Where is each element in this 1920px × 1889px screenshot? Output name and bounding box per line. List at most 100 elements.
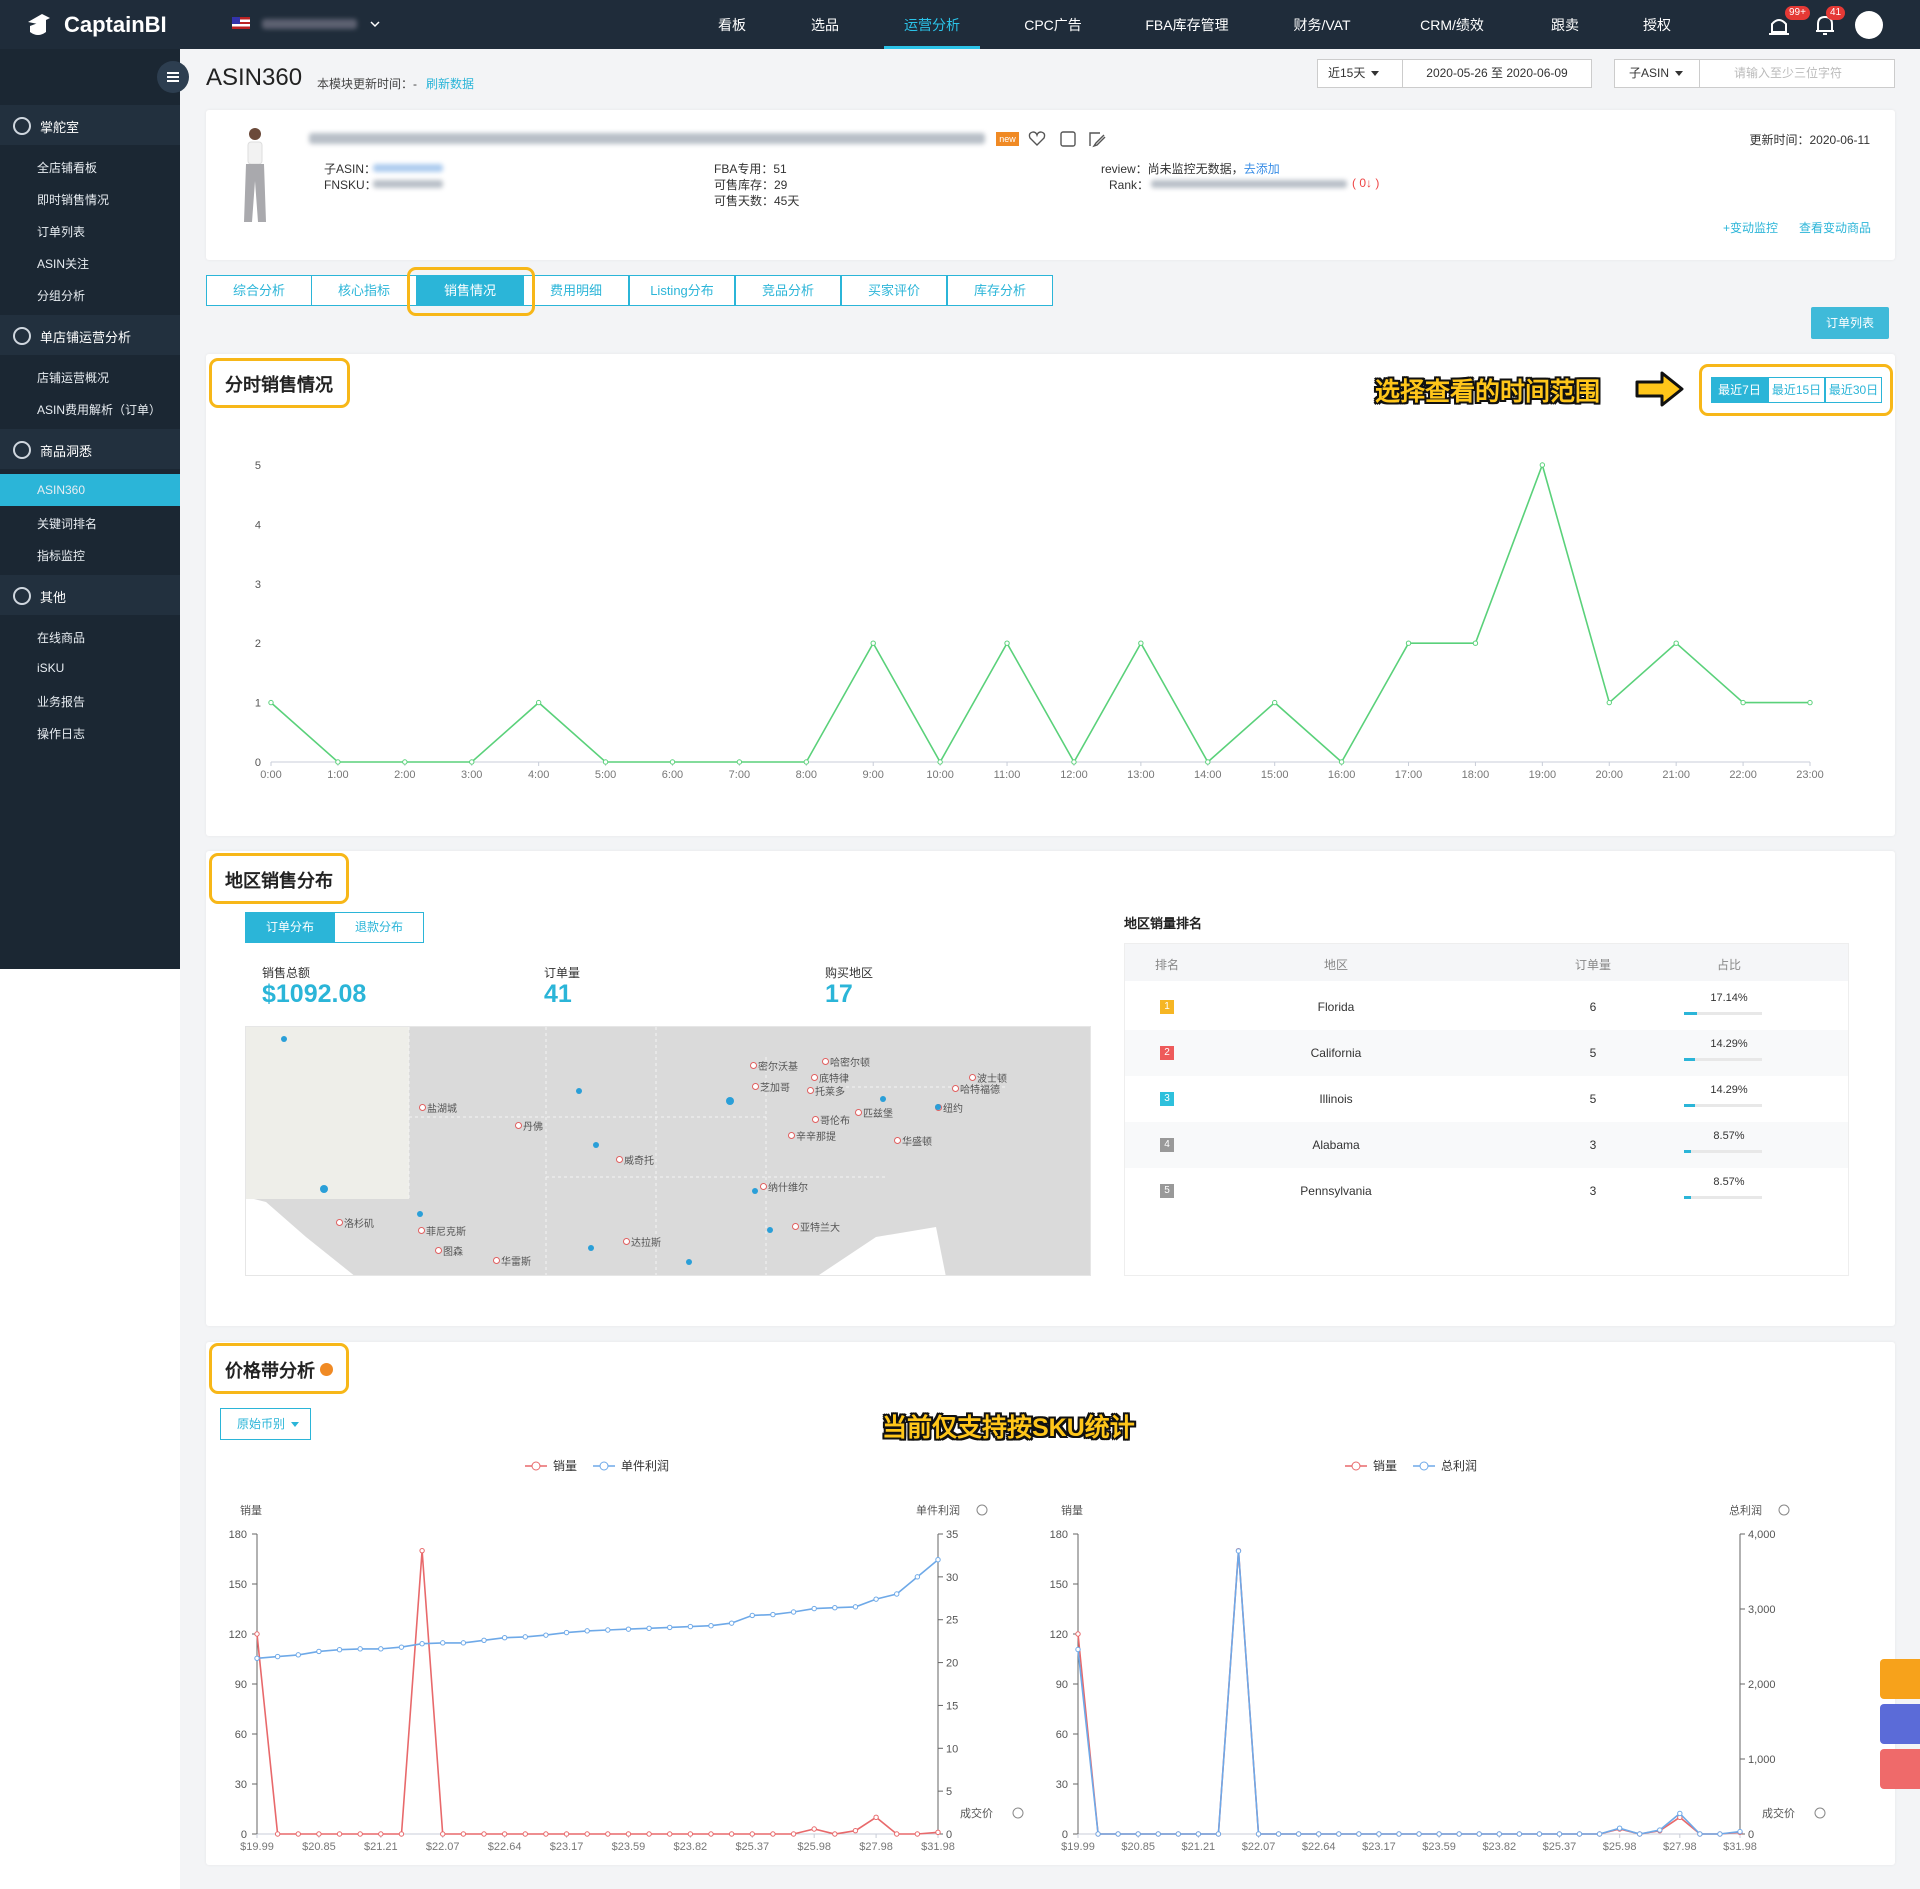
nav-item[interactable]: CRM/绩效 bbox=[1420, 17, 1484, 33]
help-icon[interactable] bbox=[320, 1363, 333, 1376]
logo[interactable]: CaptainBI bbox=[64, 12, 167, 37]
region-tab[interactable]: 订单分布 bbox=[245, 912, 335, 943]
sidebar-item[interactable]: 操作日志 bbox=[37, 727, 86, 741]
nav-item[interactable]: 运营分析 bbox=[904, 17, 960, 33]
collapse-button[interactable] bbox=[157, 61, 189, 93]
tab[interactable]: 买家评价 bbox=[841, 275, 947, 306]
search-placeholder: 请输入至少三位字符 bbox=[1734, 66, 1843, 80]
share-bar bbox=[1684, 1012, 1698, 1015]
city-dot bbox=[788, 1132, 795, 1139]
range-buttons: 最近7日 最近15日 最近30日 bbox=[1711, 377, 1882, 403]
ranking-orders: 5 bbox=[1589, 1092, 1597, 1106]
range-button[interactable]: 最近7日 bbox=[1711, 377, 1768, 403]
city-label: 威奇托 bbox=[624, 1156, 654, 1167]
ranking-orders: 5 bbox=[1589, 1046, 1597, 1060]
range-button[interactable]: 最近30日 bbox=[1825, 377, 1882, 403]
tab[interactable]: 竞品分析 bbox=[735, 275, 841, 306]
sidebar-group[interactable]: 其他 bbox=[40, 590, 67, 605]
tab[interactable]: 销售情况 bbox=[417, 275, 523, 306]
ranking-column: 排名 bbox=[1154, 958, 1179, 972]
ranking-region: Alabama bbox=[1312, 1138, 1360, 1152]
product-actions[interactable] bbox=[1028, 130, 1118, 148]
stat-label: 销售总额 bbox=[262, 966, 311, 980]
sidebar-item[interactable]: 订单列表 bbox=[37, 225, 86, 239]
sidebar-item[interactable]: 业务报告 bbox=[37, 695, 86, 709]
sidebar-item[interactable]: 关键词排名 bbox=[37, 517, 98, 531]
tab[interactable]: 核心指标 bbox=[311, 275, 417, 306]
sidebar-group-icon bbox=[13, 117, 31, 135]
monitor-link[interactable]: +变动监控 bbox=[1723, 221, 1779, 235]
refresh-link[interactable]: 刷新数据 bbox=[426, 77, 475, 91]
support-button[interactable] bbox=[1880, 1704, 1920, 1744]
review: review：尚未监控无数据，去添加 bbox=[1101, 160, 1280, 177]
sidebar-item[interactable]: 全店铺看板 bbox=[37, 161, 98, 175]
order-dot bbox=[320, 1185, 328, 1193]
range-button[interactable]: 最近15日 bbox=[1768, 377, 1825, 403]
sidebar-group[interactable]: 掌舵室 bbox=[40, 120, 80, 135]
sidebar-item[interactable]: 指标监控 bbox=[37, 549, 86, 563]
nav-active-underline bbox=[884, 46, 980, 49]
sidebar-item[interactable]: 分组分析 bbox=[37, 289, 86, 303]
rank-badge: 3 bbox=[1160, 1092, 1174, 1106]
sidebar-item[interactable]: ASIN费用解析（订单） bbox=[37, 403, 162, 417]
share-label: 8.57% bbox=[1713, 1176, 1745, 1188]
tab-highlight bbox=[407, 267, 535, 316]
asin-select[interactable]: 子ASIN bbox=[1614, 59, 1700, 88]
city-label: 芝加哥 bbox=[760, 1083, 790, 1094]
sidebar-group[interactable]: 商品洞悉 bbox=[40, 444, 93, 459]
stat-label: 订单量 bbox=[544, 966, 581, 980]
ranking-row-bg bbox=[1125, 1030, 1848, 1076]
nav-item[interactable]: CPC广告 bbox=[1024, 17, 1082, 33]
tab[interactable]: 库存分析 bbox=[947, 275, 1053, 306]
tab[interactable]: Listing分布 bbox=[629, 275, 735, 306]
share-track bbox=[1684, 1012, 1762, 1015]
tab[interactable]: 费用明细 bbox=[523, 275, 629, 306]
alarm-icon[interactable] bbox=[1766, 12, 1792, 38]
order-dot bbox=[686, 1259, 692, 1265]
order-dot bbox=[935, 1104, 941, 1110]
city-label: 菲尼克斯 bbox=[426, 1227, 466, 1238]
tab[interactable]: 综合分析 bbox=[206, 275, 312, 306]
date-range[interactable]: 2020-05-26 至 2020-06-09 bbox=[1402, 59, 1592, 88]
sidebar-item[interactable]: iSKU bbox=[37, 661, 65, 675]
nav-item[interactable]: 选品 bbox=[811, 17, 839, 33]
changes-link[interactable]: 查看变动商品 bbox=[1799, 221, 1872, 235]
annotation-arrow bbox=[1635, 371, 1684, 407]
nav-item[interactable]: FBA库存管理 bbox=[1145, 17, 1229, 33]
city-dot bbox=[616, 1156, 623, 1163]
review-link[interactable]: 去添加 bbox=[1243, 162, 1280, 176]
updated: 更新时间：2020-06-11 bbox=[1749, 133, 1871, 147]
sidebar-group[interactable]: 单店铺运营分析 bbox=[40, 330, 132, 345]
ranking-orders: 3 bbox=[1589, 1138, 1597, 1152]
asin-select-text: 子ASIN bbox=[1629, 66, 1670, 80]
city-label: 哥伦布 bbox=[820, 1116, 850, 1127]
currency-select[interactable]: 原始币别 bbox=[220, 1408, 311, 1440]
city-dot bbox=[435, 1247, 442, 1254]
days: 可售天数：45天 bbox=[714, 194, 800, 208]
order-dot bbox=[576, 1088, 582, 1094]
sidebar-item[interactable]: 店铺运营概况 bbox=[37, 371, 110, 385]
gift-button[interactable] bbox=[1880, 1749, 1920, 1789]
sidebar-item[interactable]: 在线商品 bbox=[37, 631, 86, 645]
city-label: 波士顿 bbox=[977, 1074, 1007, 1085]
favorite-button[interactable] bbox=[1880, 1659, 1920, 1699]
share-track bbox=[1684, 1196, 1762, 1199]
sidebar-item[interactable]: 即时销售情况 bbox=[37, 193, 110, 207]
search-input[interactable]: 请输入至少三位字符 bbox=[1699, 59, 1895, 88]
avatar[interactable] bbox=[1855, 11, 1883, 39]
nav-item[interactable]: 跟卖 bbox=[1551, 17, 1579, 33]
sidebar-item[interactable]: ASIN360 bbox=[37, 483, 86, 497]
nav-item[interactable]: 看板 bbox=[718, 17, 746, 33]
nav-item[interactable]: 授权 bbox=[1643, 17, 1671, 33]
price-note: 当前仅支持按SKU统计 bbox=[882, 1414, 1135, 1442]
sidebar-item[interactable]: ASIN关注 bbox=[37, 257, 90, 271]
rank-label: Rank： bbox=[1109, 178, 1150, 192]
shop-dropdown[interactable] bbox=[368, 17, 382, 31]
nav-item[interactable]: 财务/VAT bbox=[1293, 17, 1351, 33]
order-list-button[interactable]: 订单列表 bbox=[1811, 307, 1889, 339]
region-tab[interactable]: 退款分布 bbox=[334, 912, 424, 943]
range-select[interactable]: 近15天 bbox=[1317, 59, 1403, 88]
stat-value: $1092.08 bbox=[262, 980, 367, 1008]
bell-icon[interactable] bbox=[1812, 12, 1838, 38]
